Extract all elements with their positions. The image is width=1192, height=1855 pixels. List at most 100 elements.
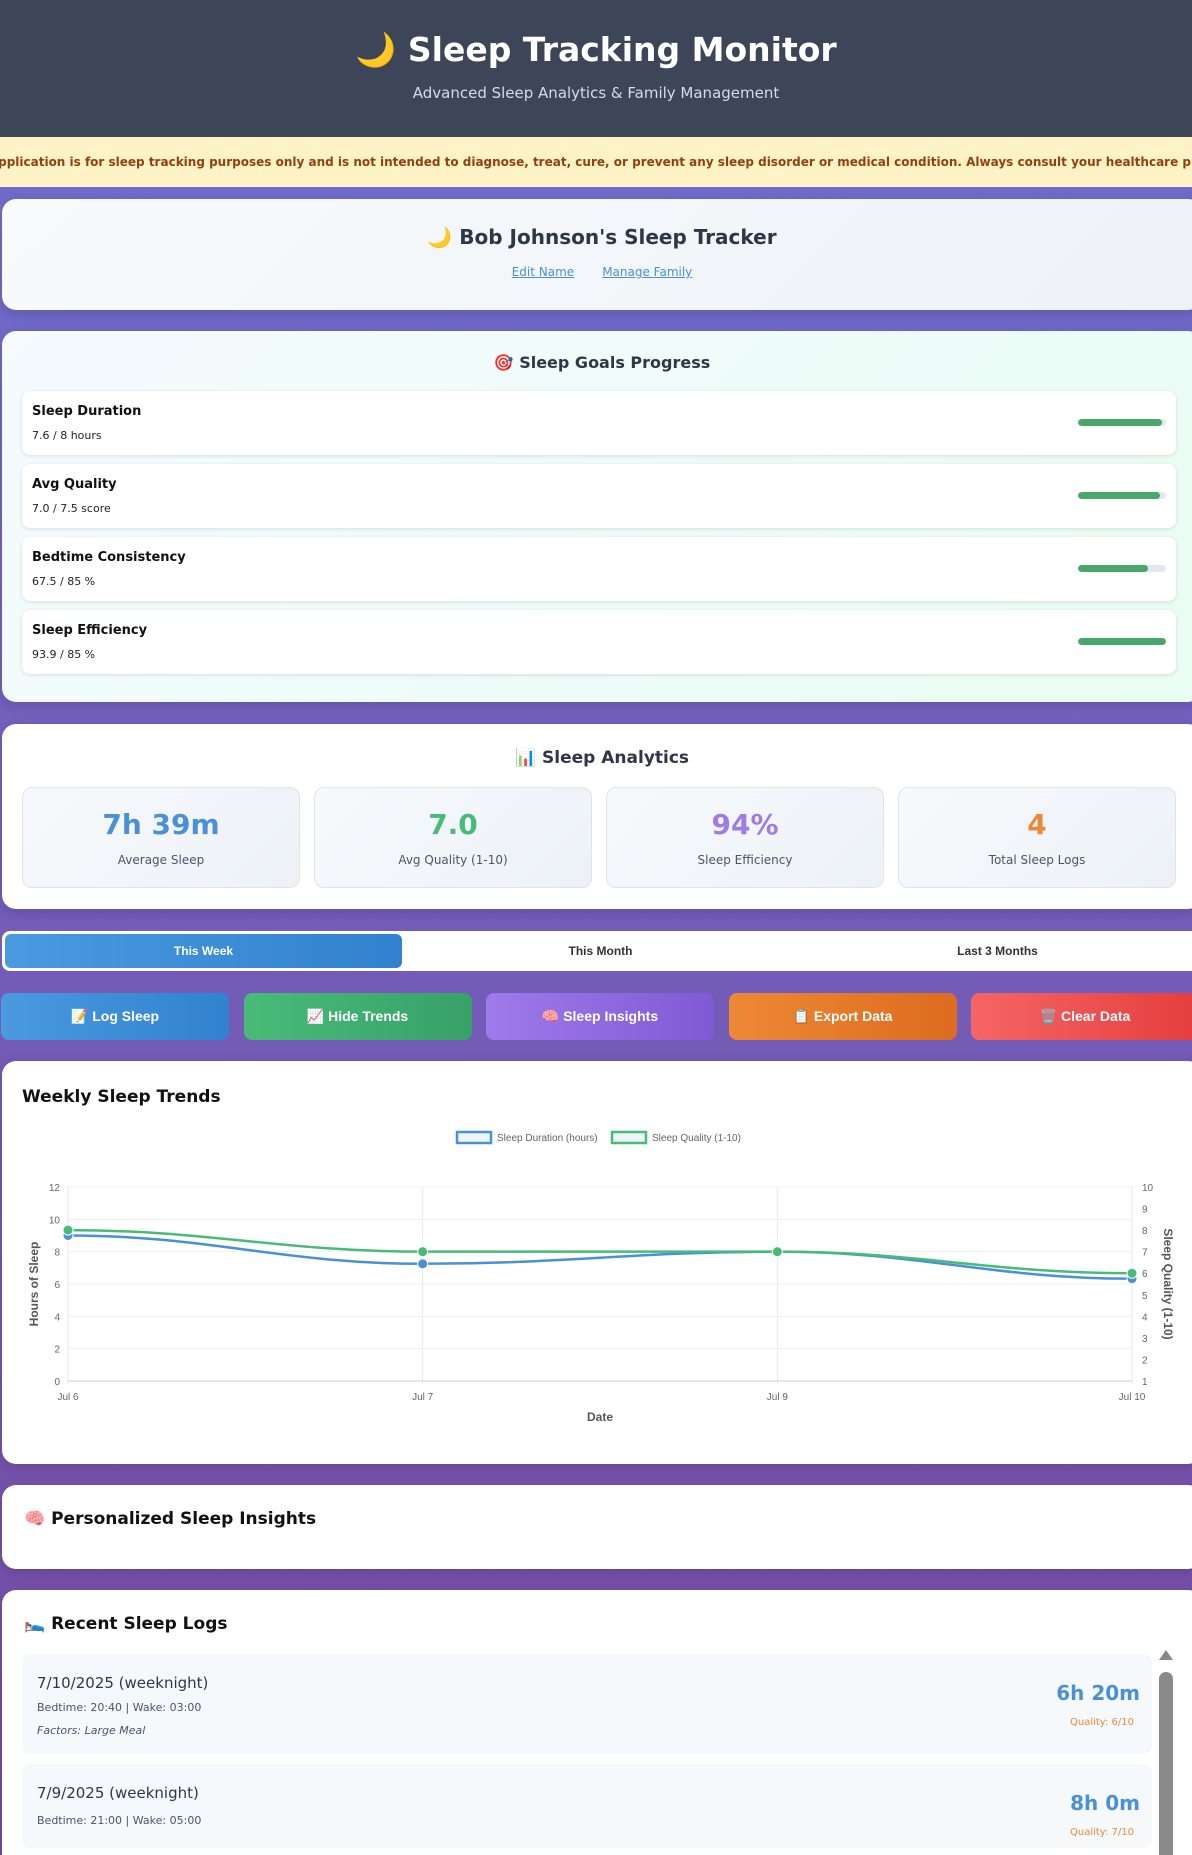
goal-value: 7.0 / 7.5 score [32,502,111,515]
data-point [771,1246,783,1258]
legend-swatch [610,1130,648,1145]
x-tick-label: Jul 6 [57,1392,79,1403]
goal-progress-bar [1078,492,1166,499]
profile-title: 🌙 Bob Johnson's Sleep Tracker [427,225,777,249]
goal-label: Bedtime Consistency [32,550,186,565]
app-header: 🌙 Sleep Tracking Monitor Advanced Sleep … [0,0,1192,137]
log-quality: Quality: 6/10 [1069,1717,1134,1728]
clear-data-button[interactable]: 🗑️ Clear Data [971,993,1192,1040]
tab-this-month[interactable]: This Month [568,944,633,958]
period-tabs: This Week This Month Last 3 Months [2,931,1192,971]
series-line [67,1228,1133,1275]
log-entry[interactable]: 7/10/2025 (weeknight) Bedtime: 20:40 | W… [22,1654,1152,1754]
data-point [1126,1267,1138,1279]
y2-tick-label: 7 [1142,1248,1148,1259]
insights-title: 🧠 Personalized Sleep Insights [24,1509,317,1529]
logs-title: 🛌 Recent Sleep Logs [24,1614,228,1634]
x-tick-label: Jul 9 [767,1392,789,1403]
y-tick-label: 4 [54,1312,60,1323]
y2-tick-label: 9 [1142,1205,1148,1216]
stat-value: 7h 39m [102,808,220,841]
log-date: 7/10/2025 (weeknight) [37,1674,209,1692]
log-times: Bedtime: 21:00 | Wake: 05:00 [37,1814,202,1827]
trends-chart-card: Weekly Sleep Trends 0 2 4 6 8 10 12 1 2 3 4 5 6 7 8 9 10… [2,1061,1192,1464]
goals-card: 🎯 Sleep Goals Progress Sleep Duration 7.6… [2,331,1192,702]
goal-item: Sleep Duration 7.6 / 8 hours [22,391,1176,455]
goal-label: Sleep Efficiency [32,623,148,638]
log-quality: Quality: 7/10 [1069,1827,1134,1838]
analytics-title: 📊 Sleep Analytics [514,748,690,768]
y2-tick-label: 4 [1142,1312,1148,1323]
scroll-thumb[interactable] [1159,1672,1173,1855]
y-tick-label: 6 [54,1280,60,1291]
log-date: 7/9/2025 (weeknight) [37,1784,199,1802]
log-entry[interactable]: 7/9/2025 (weeknight) Bedtime: 21:00 | Wa… [22,1764,1152,1848]
y2-tick-label: 2 [1142,1355,1148,1366]
goal-label: Sleep Duration [32,404,142,419]
x-tick-label: Jul 10 [1119,1392,1146,1403]
log-sleep-button[interactable]: 📝 Log Sleep [1,993,229,1040]
stat-value: 94% [711,808,779,841]
goal-value: 67.5 / 85 % [32,575,96,588]
data-point [417,1258,429,1270]
y2-tick-label: 3 [1142,1334,1148,1345]
data-point [62,1224,74,1236]
y2-tick-label: 10 [1142,1183,1154,1194]
y2-tick-label: 6 [1142,1269,1148,1280]
y2-tick-label: 5 [1142,1291,1148,1302]
goal-item: Avg Quality 7.0 / 7.5 score [22,464,1176,528]
stat-card: 7.0 Avg Quality (1-10) [314,787,592,888]
goal-value: 93.9 / 85 % [32,648,96,661]
stat-value: 4 [1027,808,1047,841]
y-axis-label: Hours of Sleep [27,1242,41,1327]
chart-title: Weekly Sleep Trends [22,1087,221,1107]
y-tick-label: 8 [54,1248,60,1259]
stat-card: 4 Total Sleep Logs [898,787,1176,888]
goal-value: 7.6 / 8 hours [32,429,102,442]
edit-name-link[interactable]: Edit Name [511,265,575,279]
stat-value: 7.0 [428,808,478,841]
series-line [67,1234,1133,1280]
goal-progress-bar [1078,638,1166,645]
x-axis-label: Date [587,1410,613,1424]
app-subtitle: Advanced Sleep Analytics & Family Manage… [412,84,780,102]
y2-tick-label: 8 [1142,1226,1148,1237]
log-factors: Factors: Large Meal [37,1724,146,1737]
logs-scrollbar[interactable] [1159,1650,1173,1855]
export-data-button[interactable]: 📋 Export Data [728,993,957,1040]
analytics-card: 📊 Sleep Analytics 7h 39m Average Sleep 7.0… [2,724,1192,909]
legend-swatch [455,1130,493,1145]
y-tick-label: 10 [49,1215,61,1226]
y-tick-label: 2 [54,1345,60,1356]
goal-progress-bar [1078,565,1166,572]
app-title: 🌙 Sleep Tracking Monitor [355,30,837,69]
y-tick-label: 0 [54,1377,60,1388]
stat-card: 7h 39m Average Sleep [22,787,300,888]
log-duration: 6h 20m [1056,1681,1140,1705]
y2-axis-label: Sleep Quality (1-10) [1161,1228,1175,1339]
hide-trends-button[interactable]: 📈 Hide Trends [243,993,472,1040]
tab-this-week[interactable]: This Week [5,934,402,968]
goal-label: Avg Quality [32,477,117,492]
legend-label: Sleep Duration (hours) [497,1133,598,1144]
medical-disclaimer: application is for sleep tracking purpos… [0,137,1192,187]
goals-title: 🎯 Sleep Goals Progress [493,353,711,372]
stat-label: Sleep Efficiency [697,853,793,867]
stat-card: 94% Sleep Efficiency [606,787,884,888]
stat-label: Avg Quality (1-10) [398,853,508,867]
goal-progress-bar [1078,419,1166,426]
manage-family-link[interactable]: Manage Family [602,265,693,279]
data-point [417,1246,429,1258]
scroll-up-arrow-icon[interactable] [1159,1650,1173,1660]
insights-card: 🧠 Personalized Sleep Insights [2,1485,1192,1569]
log-duration: 8h 0m [1070,1791,1140,1815]
x-tick-label: Jul 7 [412,1392,434,1403]
tab-last-3-months[interactable]: Last 3 Months [957,944,1038,958]
goal-item: Sleep Efficiency 93.9 / 85 % [22,610,1176,674]
logs-card: 🛌 Recent Sleep Logs 7/10/2025 (weeknight… [2,1590,1192,1855]
sleep-insights-button[interactable]: 🧠 Sleep Insights [486,993,714,1040]
y-tick-label: 12 [49,1183,61,1194]
legend-label: Sleep Quality (1-10) [652,1133,741,1144]
stat-label: Average Sleep [117,853,205,867]
